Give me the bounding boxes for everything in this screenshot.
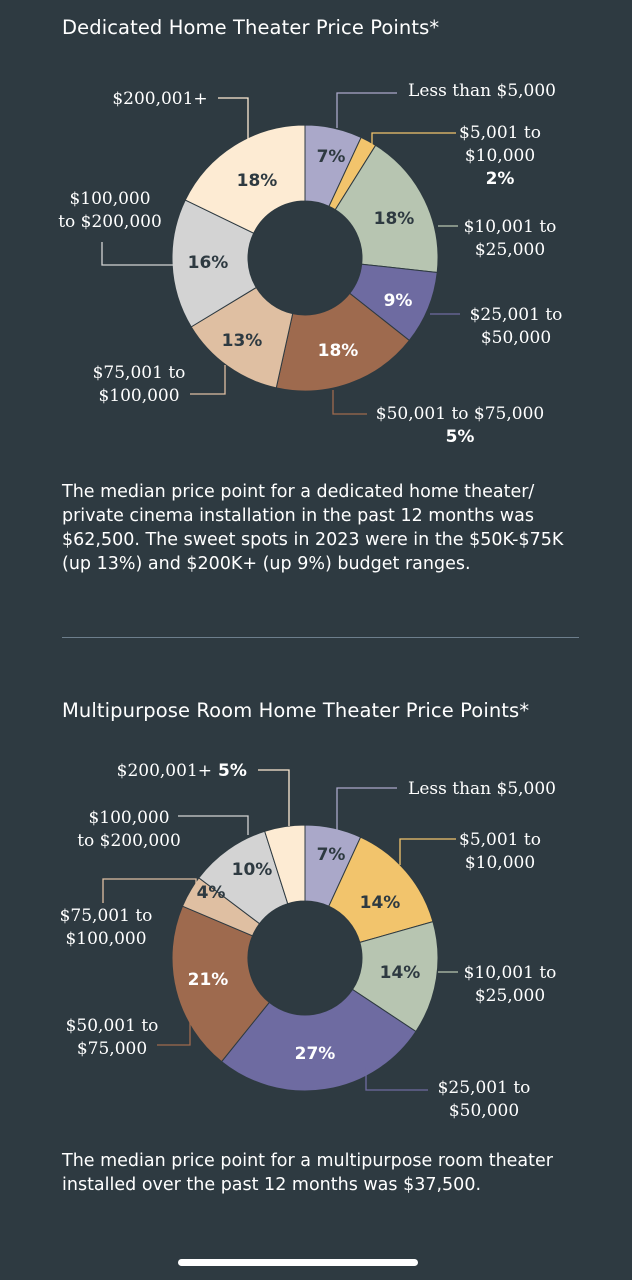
- chart1-leader-5k10k: [371, 132, 456, 145]
- chart1-svg: 7% 18% 9% 18% 13% 16% 18% Less than $5,000 $5,…: [58, 81, 563, 447]
- chart2-callout-10k25k-line1: $10,001 to: [464, 963, 557, 983]
- chart2-pct-100k200k: 10%: [232, 860, 273, 880]
- chart2-callout-5k10k-line1: $5,001 to: [459, 830, 541, 850]
- chart1-leader-200kplus: [218, 97, 249, 140]
- chart2-callout-10k25k-line2: $25,000: [475, 986, 545, 1006]
- chart2-svg: 7% 14% 14% 27% 21% 4% 10% Less than $5,000 $5,…: [60, 761, 557, 1121]
- chart2-leader-lt5k: [336, 787, 397, 830]
- chart2-callout-50k75k-line2: $75,000: [77, 1039, 147, 1059]
- chart2-leader-5k10k: [399, 838, 456, 865]
- chart1-title: Dedicated Home Theater Price Points*: [62, 16, 440, 39]
- chart1-leader-lt5k: [336, 92, 397, 128]
- chart2-slice-200kplus: [264, 824, 306, 905]
- chart1-summary: The median price point for a dedicated h…: [62, 482, 564, 574]
- chart1-pct-50k75k: 18%: [318, 341, 359, 361]
- chart2-pct-75k100k: 4%: [197, 883, 226, 903]
- home-indicator[interactable]: [178, 1259, 418, 1266]
- chart2-callout-75k100k-line2: $100,000: [65, 929, 146, 949]
- chart2-callout-100k200k-line2: to $200,000: [77, 831, 181, 851]
- chart1-pct-75k100k: 13%: [222, 331, 263, 351]
- chart2-callout-5k10k-line2: $10,000: [465, 853, 535, 873]
- chart2-leader-50k75k: [157, 1013, 191, 1046]
- chart1-slice-10k25k: [334, 144, 439, 274]
- chart2-title: Multipurpose Room Home Theater Price Poi…: [62, 699, 530, 722]
- chart2-callout-25k50k-line2: $50,000: [449, 1101, 519, 1121]
- chart1-callout-100k200k-line2: to $200,000: [58, 212, 162, 232]
- chart1-slice-50k75k: [275, 292, 411, 392]
- chart1-callout-75k100k-line1: $75,001 to: [93, 363, 186, 383]
- chart2-callout-100k200k-line1: $100,000: [88, 808, 169, 828]
- chart2-pct-50k75k: 21%: [188, 970, 229, 990]
- chart2-callout-75k100k-line1: $75,001 to: [60, 906, 153, 926]
- chart1-leader-100k200k: [101, 242, 175, 266]
- chart2-summary: The median price point for a multipurpos…: [62, 1151, 553, 1195]
- chart2-leader-100k200k: [178, 815, 249, 835]
- chart1-callout-50k75k-bold: 5%: [446, 427, 475, 447]
- chart2-pct-25k50k: 27%: [295, 1044, 336, 1064]
- chart2-leader-200kplus: [258, 769, 290, 826]
- chart2-callout-200kplus-bold: 5%: [218, 761, 247, 781]
- chart1-callout-10k25k-line2: $25,000: [475, 240, 545, 260]
- chart1-callout-lt5k: Less than $5,000: [408, 81, 556, 101]
- chart1-callout-200kplus: $200,001+: [112, 89, 207, 109]
- chart2-pct-5k10k: 14%: [360, 893, 401, 913]
- chart2-pct-10k25k: 14%: [380, 963, 421, 983]
- chart2-leader-25k50k: [365, 1067, 428, 1091]
- chart2-slice-25k50k: [220, 988, 417, 1092]
- chart1-leader-75k100k: [190, 365, 226, 395]
- chart1-callout-100k200k-line1: $100,000: [69, 189, 150, 209]
- chart2-callout-200kplus: $200,001+: [117, 761, 212, 781]
- chart2-leader-75k100k: [102, 878, 197, 903]
- chart1-pct-25k50k: 9%: [384, 291, 413, 311]
- chart1-donut-hole: [249, 202, 361, 314]
- chart1-leader-50k75k: [332, 390, 367, 415]
- chart2-donut-hole: [249, 902, 361, 1014]
- chart2-pct-lt5k: 7%: [317, 845, 346, 865]
- chart1-pct-lt5k: 7%: [317, 147, 346, 167]
- chart1-callout-10k25k-line1: $10,001 to: [464, 217, 557, 237]
- chart1-pct-100k200k: 16%: [188, 253, 229, 273]
- section-divider: [62, 637, 579, 638]
- chart2-callout-25k50k-line1: $25,001 to: [438, 1078, 531, 1098]
- chart1-callout-5k10k-bold: 2%: [486, 169, 515, 189]
- chart2-callout-50k75k-line1: $50,001 to: [66, 1016, 159, 1036]
- chart1-callout-25k50k-line1: $25,001 to: [470, 305, 563, 325]
- chart1-callout-5k10k-line2: $10,000: [465, 146, 535, 166]
- chart1-slice-200kplus: [184, 124, 306, 234]
- chart1-callout-25k50k-line2: $50,000: [481, 328, 551, 348]
- chart1-callout-75k100k-line2: $100,000: [98, 386, 179, 406]
- chart2-callout-lt5k: Less than $5,000: [408, 779, 556, 799]
- chart1-callout-50k75k-line1: $50,001 to $75,000: [376, 404, 544, 424]
- chart1-pct-10k25k: 18%: [374, 209, 415, 229]
- chart1-callout-5k10k-line1: $5,001 to: [459, 123, 541, 143]
- chart1-pct-200kplus: 18%: [237, 171, 278, 191]
